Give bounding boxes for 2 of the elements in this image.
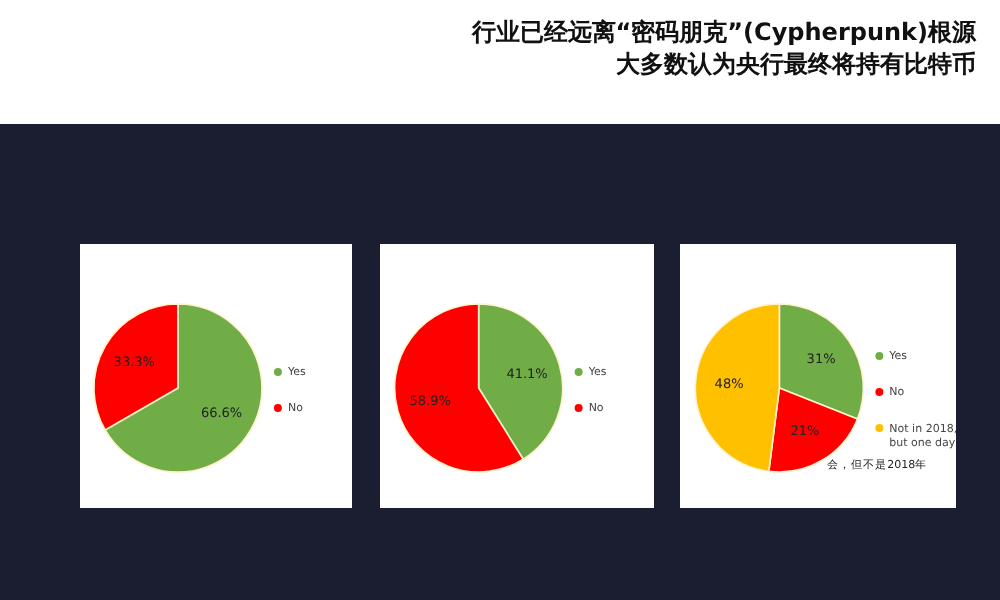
text: 行业已经远离“密码朋克”(Cypherpunk)根源 xyxy=(469,18,978,46)
text: 大多数认为央行最终将持有比特币 xyxy=(616,50,976,78)
